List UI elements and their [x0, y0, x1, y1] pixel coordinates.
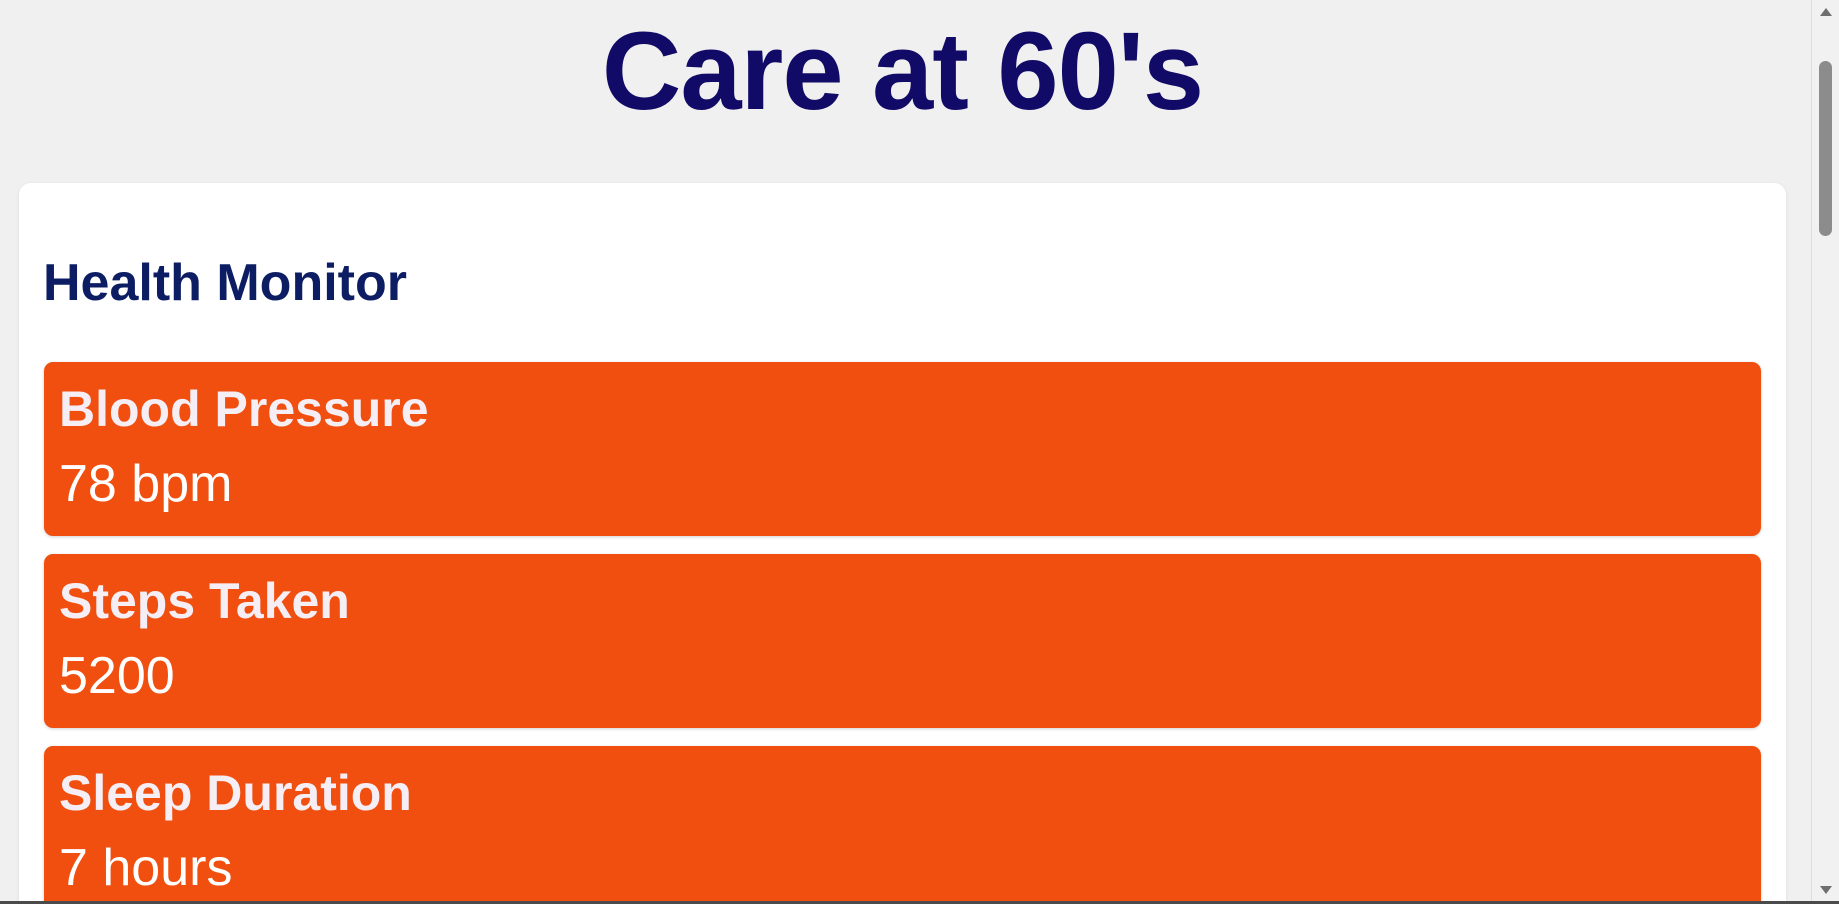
- steps-taken-value: 5200: [59, 647, 175, 705]
- sleep-duration-value: 7 hours: [59, 839, 233, 897]
- vertical-scrollbar[interactable]: [1811, 0, 1839, 904]
- scroll-down-arrow-icon[interactable]: [1812, 878, 1839, 902]
- scrollbar-thumb[interactable]: [1819, 61, 1832, 236]
- page-title: Care at 60's: [601, 10, 1204, 133]
- steps-taken-card: Steps Taken 5200: [44, 554, 1761, 728]
- blood-pressure-value: 78 bpm: [59, 455, 233, 513]
- scroll-up-arrow-icon[interactable]: [1812, 0, 1839, 24]
- blood-pressure-label: Blood Pressure: [59, 381, 429, 437]
- sleep-duration-card: Sleep Duration 7 hours: [44, 746, 1761, 904]
- steps-taken-label: Steps Taken: [59, 573, 350, 629]
- window-bottom-border: [0, 901, 1839, 904]
- sleep-duration-label: Sleep Duration: [59, 765, 412, 821]
- health-monitor-panel: Health Monitor Blood Pressure 78 bpm Ste…: [19, 183, 1786, 904]
- blood-pressure-card: Blood Pressure 78 bpm: [44, 362, 1761, 536]
- health-monitor-title: Health Monitor: [43, 254, 407, 312]
